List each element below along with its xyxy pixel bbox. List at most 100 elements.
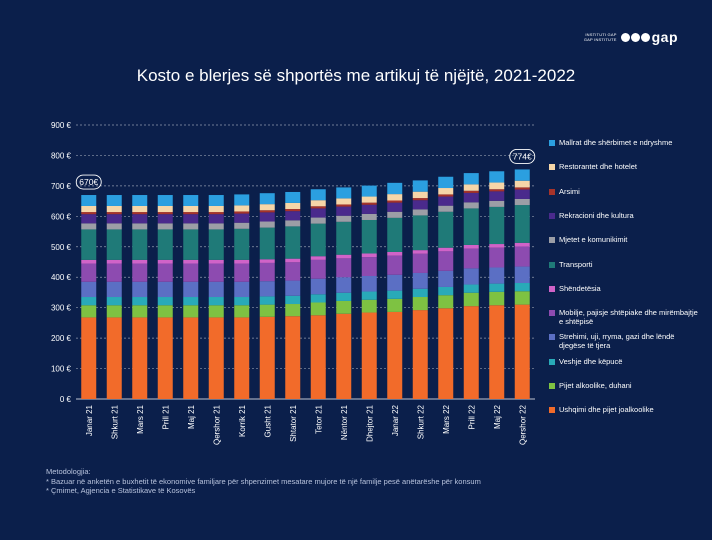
legend-label: Shëndetësia bbox=[559, 283, 601, 293]
bar-segment bbox=[310, 189, 326, 201]
bar-segment bbox=[81, 297, 97, 306]
bar-segment bbox=[106, 212, 122, 215]
x-tick-label: Tetor 21 bbox=[314, 404, 323, 433]
bar-segment bbox=[387, 211, 403, 218]
bar-segment bbox=[336, 300, 352, 314]
annotation-label: 670€ bbox=[79, 177, 98, 187]
methodology-notes: Metodologjia: * Bazuar në anketën e buxh… bbox=[46, 467, 481, 496]
x-tick-label: Janar 22 bbox=[391, 404, 400, 436]
legend-swatch bbox=[549, 358, 555, 365]
bar-segment bbox=[106, 259, 122, 264]
legend-item: Mallrat dhe shërbimet e ndryshme bbox=[549, 138, 699, 147]
legend-item: Mjetet e komunikimit bbox=[549, 235, 699, 244]
notes-line: * Bazuar në anketën e buxhetit të ekonom… bbox=[46, 476, 481, 486]
y-tick-label: 100 € bbox=[51, 365, 72, 374]
bar-segment bbox=[132, 195, 148, 206]
x-tick-label: Mars 21 bbox=[136, 404, 145, 433]
bar-segment bbox=[361, 196, 377, 203]
bar-segment bbox=[438, 211, 454, 248]
bar-segment bbox=[259, 281, 275, 297]
legend-item: Shëndetësia bbox=[549, 284, 699, 293]
bar-segment bbox=[81, 195, 97, 206]
bar-segment bbox=[514, 266, 530, 284]
bar-segment bbox=[183, 263, 199, 282]
bar-segment bbox=[336, 277, 352, 293]
legend-item: Restorantet dhe hotelet bbox=[549, 162, 699, 171]
bar-segment bbox=[208, 214, 224, 224]
legend-item: Pijet alkoolike, duhani bbox=[549, 381, 699, 390]
bar-segment bbox=[438, 247, 454, 252]
bar-segment bbox=[285, 202, 301, 210]
bar-segment bbox=[208, 317, 224, 399]
annotation-box bbox=[509, 148, 536, 164]
bar-segment bbox=[438, 188, 454, 195]
bar-segment bbox=[132, 223, 148, 230]
bar-segment bbox=[489, 182, 505, 190]
bar-segment bbox=[310, 206, 326, 209]
bar-segment bbox=[387, 251, 403, 256]
bar-segment bbox=[208, 195, 224, 206]
bar-segment bbox=[489, 171, 505, 183]
bar-segment bbox=[489, 191, 505, 201]
bar-segment bbox=[81, 223, 97, 230]
bar-segment bbox=[157, 263, 173, 282]
bar-segment bbox=[489, 206, 505, 245]
bar-segment bbox=[387, 200, 403, 203]
bar-segment bbox=[106, 223, 122, 230]
bar-segment bbox=[183, 281, 199, 298]
bar-segment bbox=[259, 304, 275, 317]
bar-segment bbox=[463, 190, 479, 193]
bar-segment bbox=[361, 204, 377, 214]
bar-segment bbox=[259, 210, 275, 213]
bar-segment bbox=[336, 198, 352, 205]
logo-dots-icon bbox=[620, 32, 650, 42]
bar-segment bbox=[336, 292, 352, 301]
bar-segment bbox=[412, 253, 428, 273]
bar-segment bbox=[81, 317, 97, 399]
bar-segment bbox=[412, 250, 428, 254]
x-tick-label: Prill 22 bbox=[467, 404, 476, 429]
bar-segment bbox=[310, 256, 326, 260]
y-tick-label: 800 € bbox=[51, 151, 72, 160]
bar-segment bbox=[361, 257, 377, 277]
bar-segment bbox=[285, 258, 301, 263]
legend-label: Strehimi, uji, rryma, gazi dhe lëndë dje… bbox=[559, 332, 675, 351]
bar-segment bbox=[463, 268, 479, 285]
bar-segment bbox=[259, 296, 275, 305]
bar-segment bbox=[183, 223, 199, 230]
bar-segment bbox=[310, 200, 326, 207]
bar-segment bbox=[234, 263, 250, 282]
bar-segment bbox=[412, 215, 428, 251]
bar-segment bbox=[514, 198, 530, 206]
bar-segment bbox=[310, 208, 326, 218]
bar-segment bbox=[336, 313, 352, 399]
chart-title: Kosto e blerjes së shportës me artikuj t… bbox=[136, 66, 576, 85]
bar-segment bbox=[514, 187, 530, 190]
bar-segment bbox=[259, 212, 275, 222]
bar-segment bbox=[514, 189, 530, 199]
legend-swatch bbox=[549, 188, 555, 195]
notes-heading: Metodologjia: bbox=[46, 467, 91, 476]
bar-segment bbox=[157, 281, 173, 298]
bar-segment bbox=[489, 267, 505, 284]
bar-segment bbox=[438, 196, 454, 206]
legend-label: Mallrat dhe shërbimet e ndryshme bbox=[559, 138, 673, 147]
bar-segment bbox=[106, 305, 122, 318]
legend-swatch bbox=[549, 285, 555, 292]
bar-segment bbox=[157, 195, 173, 206]
legend-swatch bbox=[549, 383, 555, 389]
y-tick-label: 400 € bbox=[51, 273, 72, 282]
bar-segment bbox=[387, 274, 403, 291]
bar-segment bbox=[285, 295, 301, 305]
x-tick-label: Shkurt 21 bbox=[110, 404, 119, 439]
bar-segment bbox=[463, 244, 479, 249]
legend-label: Mobilje, pajisje shtëpiake dhe mirëmbajt… bbox=[559, 308, 698, 327]
bar-segment bbox=[183, 212, 199, 215]
bar-segment bbox=[489, 189, 505, 192]
bar-segment bbox=[438, 176, 454, 189]
x-tick-label: Prill 21 bbox=[161, 404, 170, 429]
legend-label: Restorantet dhe hotelet bbox=[559, 162, 637, 172]
x-tick-label: Nëntor 21 bbox=[340, 404, 349, 440]
bar-segment bbox=[514, 180, 530, 188]
